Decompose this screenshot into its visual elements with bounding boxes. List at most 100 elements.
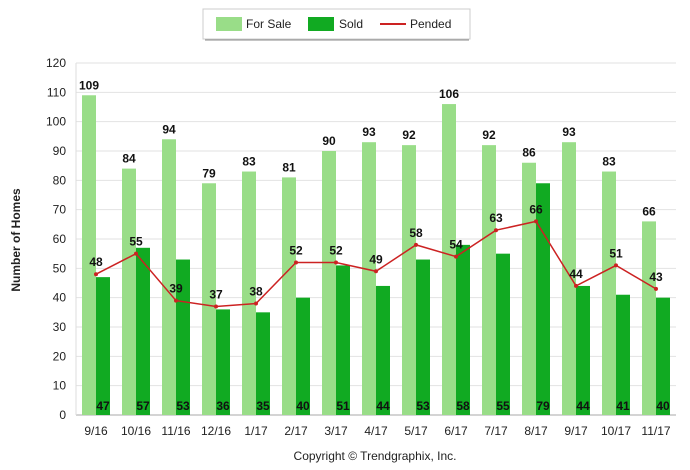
for-sale-bar bbox=[242, 171, 256, 415]
pended-value-label: 52 bbox=[289, 243, 303, 257]
data-labels: 109 47 84 57 94 53 79 36 83 35 81 40 90 51 93 44 92 53 106… bbox=[79, 78, 670, 413]
pended-value-label: 51 bbox=[609, 246, 623, 260]
sold-value-label: 51 bbox=[336, 399, 350, 413]
y-tick-label: 60 bbox=[53, 232, 67, 246]
pended-line bbox=[94, 219, 658, 309]
legend-box bbox=[202, 8, 471, 40]
pended-point bbox=[294, 260, 298, 265]
pended-value-label: 66 bbox=[529, 202, 543, 216]
legend: For Sale Sold Pended bbox=[202, 8, 471, 41]
for-sale-bar bbox=[362, 142, 376, 415]
x-tick-label: 5/17 bbox=[404, 424, 428, 438]
pended-point bbox=[334, 260, 338, 265]
for-sale-value-label: 86 bbox=[522, 146, 536, 160]
pended-value-label: 63 bbox=[489, 211, 503, 225]
for-sale-bar bbox=[642, 221, 656, 415]
y-tick-label: 30 bbox=[53, 320, 67, 334]
sold-value-label: 40 bbox=[296, 399, 310, 413]
legend-label-pended: Pended bbox=[410, 17, 451, 31]
for-sale-value-label: 93 bbox=[562, 125, 576, 139]
for-sale-value-label: 94 bbox=[162, 122, 176, 136]
pended-value-label: 49 bbox=[369, 252, 383, 266]
sold-value-label: 35 bbox=[256, 399, 270, 413]
for-sale-value-label: 83 bbox=[602, 155, 616, 169]
pended-value-label: 55 bbox=[129, 235, 143, 249]
y-tick-label: 50 bbox=[53, 261, 67, 275]
sold-bar bbox=[176, 259, 190, 415]
sold-value-label: 58 bbox=[456, 399, 470, 413]
bars bbox=[82, 95, 670, 416]
sold-bar bbox=[616, 294, 630, 415]
legend-label-for-sale: For Sale bbox=[246, 17, 292, 31]
sold-bar bbox=[216, 309, 230, 415]
sold-value-label: 79 bbox=[536, 399, 550, 413]
sold-bar bbox=[136, 247, 150, 415]
legend-label-sold: Sold bbox=[339, 17, 363, 31]
y-tick-label: 70 bbox=[53, 203, 67, 217]
pended-point bbox=[534, 219, 538, 224]
for-sale-value-label: 66 bbox=[642, 204, 656, 218]
pended-value-label: 48 bbox=[89, 255, 103, 269]
sold-value-label: 53 bbox=[416, 399, 430, 413]
for-sale-bar bbox=[122, 168, 136, 415]
for-sale-bar bbox=[202, 183, 216, 415]
pended-point bbox=[214, 304, 218, 309]
sold-bar bbox=[496, 253, 510, 415]
x-tick-label: 1/17 bbox=[244, 424, 268, 438]
pended-point bbox=[454, 254, 458, 259]
sold-value-label: 44 bbox=[376, 399, 390, 413]
pended-point bbox=[94, 272, 98, 277]
for-sale-bar bbox=[482, 145, 496, 415]
pended-value-label: 44 bbox=[569, 267, 583, 281]
for-sale-bar bbox=[522, 162, 536, 415]
y-tick-label: 80 bbox=[53, 173, 67, 187]
for-sale-value-label: 109 bbox=[79, 78, 99, 92]
legend-swatch-for-sale bbox=[216, 17, 242, 31]
y-tick-label: 40 bbox=[53, 291, 67, 305]
pended-point bbox=[134, 251, 138, 256]
y-tick-labels: 0 10 20 30 40 50 60 70 80 90 100 110 120 bbox=[46, 56, 66, 422]
for-sale-bar bbox=[322, 151, 336, 415]
pended-point bbox=[254, 301, 258, 306]
for-sale-value-label: 92 bbox=[482, 128, 496, 142]
y-tick-label: 100 bbox=[46, 115, 66, 129]
sold-bar bbox=[656, 297, 670, 415]
pended-value-label: 38 bbox=[249, 285, 263, 299]
y-tick-label: 10 bbox=[53, 379, 67, 393]
sold-value-label: 57 bbox=[136, 399, 150, 413]
for-sale-bar bbox=[282, 177, 296, 415]
sold-value-label: 40 bbox=[656, 399, 670, 413]
x-tick-label: 9/16 bbox=[84, 424, 108, 438]
for-sale-bar bbox=[162, 139, 176, 415]
sold-bar bbox=[456, 244, 470, 415]
sold-value-label: 41 bbox=[616, 399, 630, 413]
sold-value-label: 44 bbox=[576, 399, 590, 413]
x-tick-label: 8/17 bbox=[524, 424, 548, 438]
sold-bar bbox=[576, 285, 590, 415]
sold-value-label: 47 bbox=[96, 399, 110, 413]
for-sale-bar bbox=[442, 104, 456, 416]
x-tick-label: 4/17 bbox=[364, 424, 388, 438]
sold-bar bbox=[96, 277, 110, 415]
pended-value-label: 39 bbox=[169, 282, 183, 296]
for-sale-bar bbox=[82, 95, 96, 416]
copyright-text: Copyright © Trendgraphix, Inc. bbox=[294, 449, 457, 463]
pended-point bbox=[654, 286, 658, 291]
for-sale-bar bbox=[602, 171, 616, 415]
pended-value-label: 37 bbox=[209, 287, 223, 301]
x-tick-label: 3/17 bbox=[324, 424, 348, 438]
y-tick-label: 0 bbox=[59, 408, 66, 422]
x-tick-label: 9/17 bbox=[564, 424, 588, 438]
for-sale-value-label: 84 bbox=[122, 152, 136, 166]
pended-value-label: 54 bbox=[449, 238, 463, 252]
y-tick-label: 20 bbox=[53, 349, 67, 363]
sold-value-label: 55 bbox=[496, 399, 510, 413]
x-tick-label: 11/16 bbox=[161, 424, 190, 438]
legend-swatch-sold bbox=[308, 17, 334, 31]
pended-point bbox=[614, 263, 618, 268]
sold-bar bbox=[336, 265, 350, 415]
for-sale-bar bbox=[562, 142, 576, 415]
sold-bar bbox=[536, 183, 550, 415]
for-sale-value-label: 106 bbox=[439, 87, 459, 101]
